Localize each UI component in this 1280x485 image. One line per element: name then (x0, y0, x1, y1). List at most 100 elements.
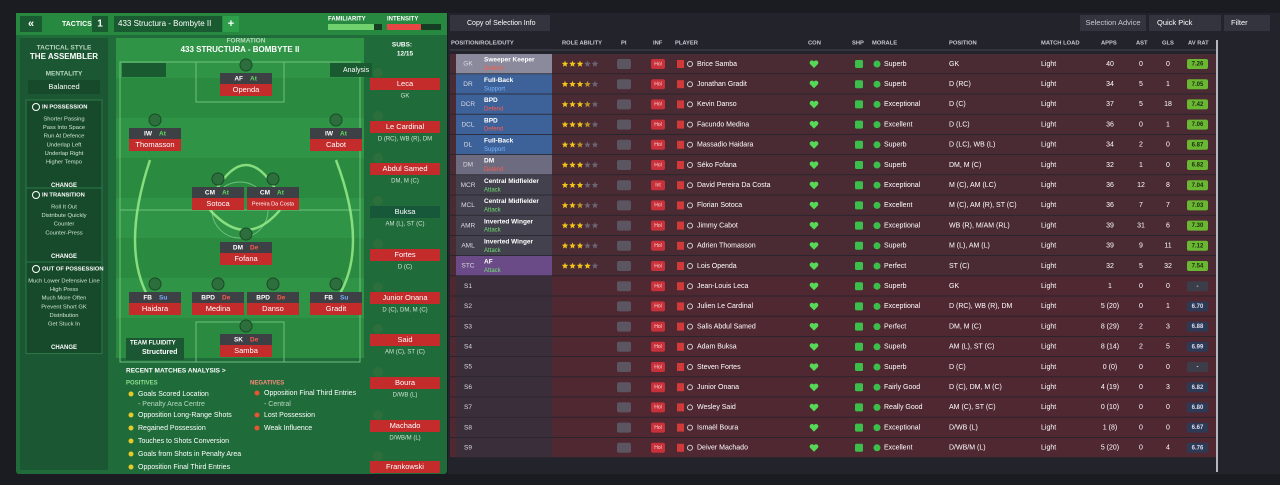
role-box[interactable] (192, 187, 244, 198)
view-select[interactable] (450, 15, 550, 31)
table-row[interactable] (450, 54, 1216, 74)
label[interactable]: Florian Sotoca (697, 202, 742, 209)
table-row[interactable] (450, 397, 1216, 417)
column-header[interactable]: AST (1136, 41, 1148, 47)
role-box[interactable] (192, 292, 244, 303)
label[interactable]: CHANGE (51, 254, 77, 260)
sub-box[interactable] (370, 292, 440, 304)
role-cell[interactable] (480, 114, 552, 134)
role-cell[interactable] (480, 94, 552, 114)
label[interactable]: Junior Onana (697, 384, 739, 391)
label[interactable]: Séko Fofana (697, 162, 737, 169)
sub-box[interactable] (370, 121, 440, 133)
label[interactable]: Adam Buksa (697, 344, 737, 351)
table-row[interactable] (450, 336, 1216, 357)
label[interactable]: Facundo Medina (697, 121, 749, 128)
role-cell[interactable] (480, 215, 552, 235)
player-box[interactable] (192, 198, 244, 210)
analysis-button[interactable] (330, 63, 372, 77)
role-box[interactable] (220, 242, 272, 253)
label[interactable]: Le Cardinal (386, 122, 425, 131)
table-row[interactable] (450, 195, 1216, 215)
role-cell[interactable] (480, 276, 552, 296)
sub-box[interactable] (370, 78, 440, 90)
label[interactable]: Fortes (394, 250, 416, 259)
role-box[interactable] (129, 128, 181, 139)
label[interactable]: Deiver Machado (697, 445, 748, 452)
role-box[interactable] (310, 128, 362, 139)
label[interactable]: Medina (206, 304, 231, 313)
role-cell[interactable] (480, 397, 552, 417)
table-row[interactable] (450, 417, 1216, 437)
label[interactable]: Frankowski (386, 462, 424, 471)
player-box[interactable] (220, 253, 272, 265)
label[interactable]: Wesley Said (697, 404, 736, 411)
label[interactable]: Thomasson (135, 140, 174, 149)
filter-button[interactable] (1224, 15, 1270, 31)
label[interactable]: David Pereira Da Costa (697, 182, 771, 189)
role-cell[interactable] (480, 296, 552, 316)
label[interactable]: « (28, 18, 34, 30)
role-box[interactable] (129, 292, 181, 303)
label[interactable]: Leca (397, 79, 414, 88)
label[interactable]: Cabot (326, 140, 347, 149)
role-cell[interactable] (480, 195, 552, 215)
player-box[interactable] (129, 139, 181, 151)
label[interactable]: Copy of Selection Info (467, 20, 536, 27)
label[interactable]: + (228, 18, 234, 30)
role-cell[interactable] (480, 175, 552, 195)
label[interactable]: Quick Pick (1157, 18, 1193, 27)
table-row[interactable] (450, 357, 1216, 377)
label[interactable]: Junior Onana (382, 293, 428, 302)
sub-box[interactable] (370, 163, 440, 175)
label[interactable]: Balanced (48, 82, 79, 91)
label[interactable]: Samba (234, 346, 259, 355)
label[interactable]: Said (397, 335, 412, 344)
role-cell[interactable] (480, 377, 552, 397)
table-row[interactable] (450, 215, 1216, 235)
add-button[interactable] (223, 16, 239, 32)
label[interactable]: Salis Abdul Samed (697, 323, 756, 330)
role-cell[interactable] (480, 417, 552, 437)
column-header[interactable]: SHP (852, 41, 864, 47)
quick-pick-button[interactable] (1149, 15, 1221, 31)
player-box[interactable] (247, 303, 299, 315)
column-header[interactable]: PLAYER (675, 41, 699, 47)
table-row[interactable] (450, 74, 1216, 94)
table-row[interactable] (450, 437, 1216, 458)
label[interactable]: Jean-Louis Leca (697, 283, 748, 290)
label[interactable]: Jimmy Cabot (697, 222, 738, 229)
collapse-button[interactable] (20, 16, 42, 32)
role-cell[interactable] (480, 256, 552, 276)
column-header[interactable]: GLS (1162, 41, 1174, 47)
sub-box[interactable] (370, 249, 440, 261)
label[interactable]: Analysis (343, 67, 370, 74)
label[interactable]: Steven Fortes (697, 364, 741, 371)
sub-box[interactable] (370, 377, 440, 389)
label[interactable]: Adrien Thomasson (697, 243, 756, 250)
column-header[interactable]: POSITION (949, 41, 977, 47)
column-header[interactable]: POSITION/ROLE/DUTY (451, 41, 514, 47)
label[interactable]: Lois Openda (697, 263, 737, 270)
label[interactable]: Pereira Da Costa (252, 201, 295, 207)
column-header[interactable]: CON (808, 41, 821, 47)
table-row[interactable] (450, 134, 1216, 155)
label[interactable]: Jonathan Gradit (697, 81, 747, 88)
tactic-select[interactable] (114, 16, 222, 32)
label[interactable]: Haidara (142, 304, 169, 313)
player-box[interactable] (310, 139, 362, 151)
column-header[interactable]: PI (621, 41, 627, 47)
role-box[interactable] (310, 292, 362, 303)
sub-box[interactable] (370, 206, 440, 218)
table-row[interactable] (450, 114, 1216, 134)
sub-box[interactable] (370, 420, 440, 432)
label[interactable]: Fofana (234, 254, 258, 263)
table-row[interactable] (450, 155, 1216, 175)
column-header[interactable]: INF (653, 41, 663, 47)
role-cell[interactable] (480, 155, 552, 175)
role-cell[interactable] (480, 74, 552, 94)
label[interactable]: 433 Structura - Bombyte II (118, 19, 211, 28)
label[interactable]: CHANGE (51, 345, 77, 351)
role-cell[interactable] (480, 437, 552, 458)
label[interactable]: RECENT MATCHES ANALYSIS > (126, 368, 226, 375)
